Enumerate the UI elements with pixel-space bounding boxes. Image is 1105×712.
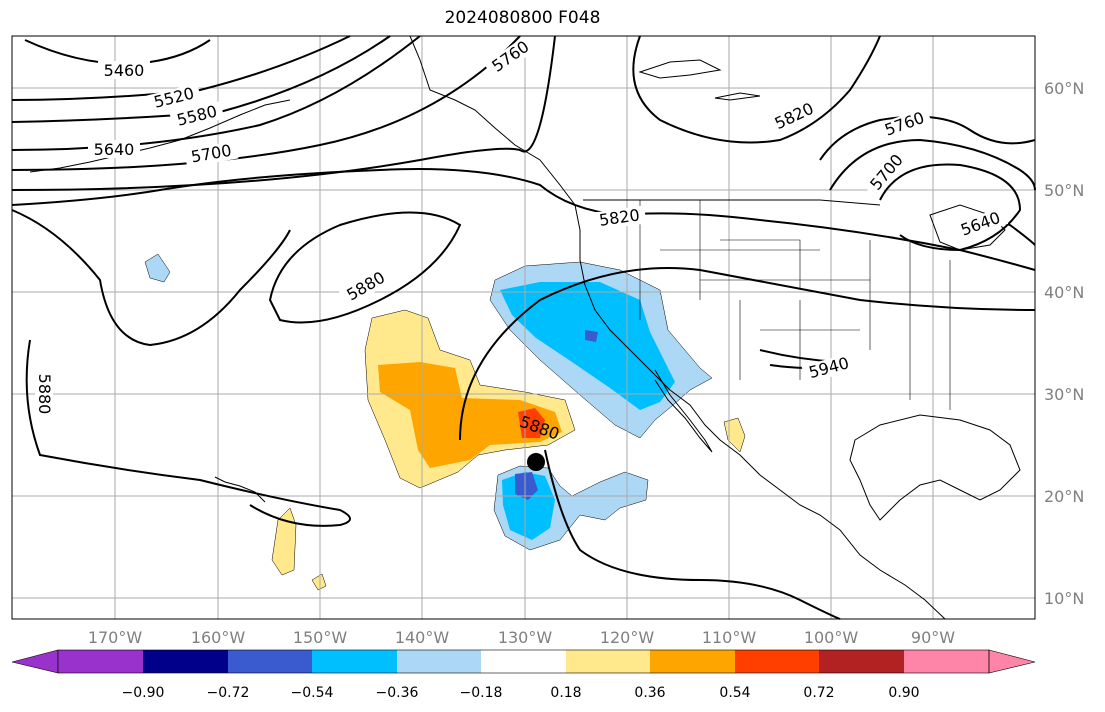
colorbar-segment bbox=[566, 650, 650, 673]
positive-anomaly-mid bbox=[378, 362, 562, 468]
contour-5820-main bbox=[11, 168, 1036, 271]
colorbar-label-neg036: −0.36 bbox=[376, 685, 419, 701]
contour-5880-outer bbox=[11, 209, 291, 347]
colorbar-segment bbox=[143, 650, 228, 673]
colorbar-segment bbox=[650, 650, 735, 673]
colorbar-extend-high bbox=[988, 649, 1036, 674]
storm-center-marker bbox=[527, 453, 545, 471]
aleutians bbox=[29, 99, 291, 173]
longitude-ticks: 170°W 160°W 150°W 140°W 130°W 120°W 110°… bbox=[88, 628, 955, 647]
colorbar-segment bbox=[58, 650, 143, 673]
colorbar-extend-low bbox=[11, 649, 59, 674]
contour-5880-loop bbox=[268, 211, 462, 324]
colorbar-label-neg054: −0.54 bbox=[291, 685, 334, 701]
colorbar-segment bbox=[228, 650, 312, 673]
colorbar-label-054: 0.54 bbox=[719, 685, 750, 701]
contour-label-5640: 5640 bbox=[94, 140, 135, 159]
latitude-ticks: 60°N 50°N 40°N 30°N 20°N 10°N bbox=[1044, 79, 1084, 608]
lat-tick-50n: 50°N bbox=[1044, 181, 1084, 200]
lon-tick-130w: 130°W bbox=[498, 628, 553, 647]
colorbar-label-neg090: −0.90 bbox=[122, 685, 165, 701]
lon-tick-170w: 170°W bbox=[88, 628, 143, 647]
contour-label-5940: 5940 bbox=[807, 353, 851, 382]
contour-5880-south bbox=[25, 339, 351, 527]
negative-anomaly-strong-south bbox=[515, 472, 538, 500]
graticule bbox=[12, 36, 1035, 619]
map-title: 2024080800 F048 bbox=[444, 8, 601, 28]
positive-anomaly-islet bbox=[311, 573, 327, 591]
hudson-bay-1 bbox=[638, 59, 722, 79]
contour-5640-east bbox=[879, 163, 1022, 252]
colorbar-segment bbox=[397, 650, 481, 673]
contour-5880-mexico bbox=[544, 449, 841, 620]
hawaii-islands bbox=[214, 476, 266, 503]
lon-tick-150w: 150°W bbox=[293, 628, 348, 647]
lon-tick-120w: 120°W bbox=[600, 628, 655, 647]
great-lakes bbox=[929, 204, 1006, 251]
contour-label-5460: 5460 bbox=[104, 61, 145, 80]
colorbar-segment bbox=[481, 650, 566, 673]
map-frame bbox=[11, 35, 1036, 620]
colorbar-label-036: 0.36 bbox=[634, 685, 665, 701]
contour-5820-nw bbox=[632, 35, 881, 144]
colorbar-label-090: 0.90 bbox=[888, 685, 919, 701]
colorbar-segments bbox=[58, 650, 989, 673]
lat-tick-60n: 60°N bbox=[1044, 79, 1084, 98]
lat-tick-30n: 30°N bbox=[1044, 385, 1084, 404]
negative-anomaly-mid-ca bbox=[500, 282, 675, 410]
colorbar-segment bbox=[735, 650, 819, 673]
negative-anomaly-pacific bbox=[144, 253, 171, 283]
us-states bbox=[639, 200, 951, 410]
colorbar-segment bbox=[819, 650, 904, 673]
lat-tick-20n: 20°N bbox=[1044, 487, 1084, 506]
contour-5880-ca bbox=[459, 267, 1036, 441]
gulf-coast bbox=[849, 414, 1021, 521]
colorbar-segment bbox=[904, 650, 989, 673]
lat-tick-10n: 10°N bbox=[1044, 589, 1084, 608]
contour-5700-east bbox=[829, 138, 1036, 191]
colorbar-outline bbox=[57, 649, 990, 674]
contour-label-5820-ca: 5820 bbox=[598, 205, 641, 229]
positive-anomaly-hawaii bbox=[271, 507, 297, 576]
colorbar: −0.90 −0.72 −0.54 −0.36 −0.18 0.18 0.36 … bbox=[11, 649, 1036, 701]
contour-5760-north bbox=[11, 35, 556, 191]
colorbar-label-neg018: −0.18 bbox=[460, 685, 503, 701]
alaska-coast bbox=[409, 35, 946, 620]
colorbar-label-neg072: −0.72 bbox=[207, 685, 250, 701]
contour-5700 bbox=[11, 35, 521, 171]
contour-label-5580: 5580 bbox=[175, 101, 219, 129]
contour-label-5880-west: 5880 bbox=[35, 374, 54, 415]
colorbar-label-018: 0.18 bbox=[550, 685, 581, 701]
contour-5640 bbox=[11, 35, 421, 151]
colorbar-segment bbox=[312, 650, 397, 673]
lon-tick-100w: 100°W bbox=[804, 628, 859, 647]
contour-label-5820-north: 5820 bbox=[772, 99, 817, 133]
positive-anomaly-baja bbox=[723, 417, 746, 453]
contour-5760-east bbox=[819, 115, 1036, 161]
contour-label-5700: 5700 bbox=[190, 141, 233, 167]
anomaly-shading bbox=[144, 253, 746, 591]
contour-labels: 5460 5520 5580 5640 5700 5760 5820 5820 … bbox=[35, 34, 1009, 444]
coastlines bbox=[29, 35, 1021, 620]
height-contours bbox=[11, 35, 1036, 620]
canada-border bbox=[583, 199, 881, 206]
baja-peninsula bbox=[654, 369, 713, 453]
hudson-bay-2 bbox=[714, 92, 761, 101]
lon-tick-140w: 140°W bbox=[395, 628, 450, 647]
lon-tick-160w: 160°W bbox=[191, 628, 246, 647]
contour-5520 bbox=[11, 35, 351, 101]
lon-tick-110w: 110°W bbox=[702, 628, 757, 647]
contour-label-5760-east: 5760 bbox=[882, 108, 927, 140]
lon-tick-90w: 90°W bbox=[911, 628, 955, 647]
lat-tick-40n: 40°N bbox=[1044, 283, 1084, 302]
negative-anomaly-strong-ca bbox=[585, 330, 598, 342]
colorbar-label-072: 0.72 bbox=[803, 685, 834, 701]
